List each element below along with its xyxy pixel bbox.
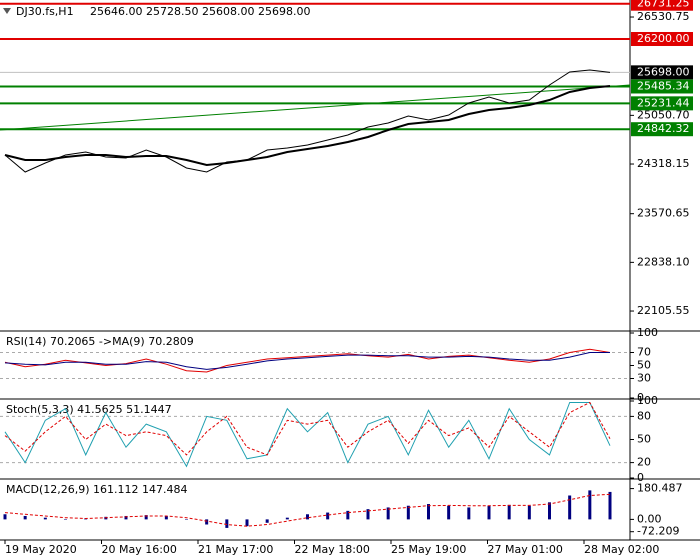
- histogram-bar: [205, 519, 209, 525]
- histogram-bar: [285, 517, 289, 520]
- histogram-bar: [23, 515, 27, 520]
- y-tick-label: 50: [637, 433, 651, 446]
- histogram-bar: [588, 490, 592, 520]
- y-tick-label: 22105.55: [637, 304, 690, 317]
- series-line: [4, 401, 611, 456]
- histogram-bar: [144, 515, 148, 520]
- level-label: 25485.34: [637, 79, 690, 92]
- panel-title: Stoch(5,3,3) 41.5625 51.1447: [6, 403, 172, 416]
- histogram-bar: [245, 519, 249, 527]
- histogram-bar: [548, 502, 551, 520]
- y-tick-label: 80: [637, 409, 651, 422]
- series-line: [4, 493, 611, 527]
- histogram-bar: [185, 519, 188, 520]
- level-label-box: [631, 122, 693, 137]
- x-tick-label: 19 May 2020: [5, 543, 77, 556]
- level-label-box: [631, 79, 693, 94]
- symbol-icon: [3, 8, 11, 14]
- histogram-bar: [366, 509, 370, 520]
- x-tick-label: 25 May 19:00: [391, 543, 466, 556]
- x-tick-label: 28 May 02:00: [584, 543, 659, 556]
- y-tick-label: 25050.70: [637, 108, 690, 121]
- y-tick-label: 0.00: [637, 512, 662, 525]
- histogram-bar: [507, 504, 511, 520]
- histogram-bar: [608, 491, 612, 520]
- y-tick-label: 0: [637, 471, 644, 484]
- level-label-box: [631, 65, 693, 80]
- y-tick-label: 50: [637, 359, 651, 372]
- histogram-bar: [326, 512, 330, 520]
- series-line: [4, 85, 611, 167]
- quote-value: 25608.00: [202, 5, 255, 18]
- histogram-bar: [487, 505, 491, 520]
- histogram-bar: [447, 505, 451, 520]
- level-label: 24842.32: [637, 122, 690, 135]
- panel-title: MACD(12,26,9) 161.112 147.484: [6, 483, 188, 496]
- level-label: 25698.00: [637, 65, 690, 78]
- histogram-bar: [427, 504, 430, 520]
- y-tick-label: 100: [637, 326, 658, 339]
- y-tick-label: 30: [637, 372, 651, 385]
- histogram-bar: [306, 514, 309, 520]
- level-label-box: [631, 96, 693, 111]
- symbol: DJ30.fs,H1: [16, 5, 74, 18]
- histogram-bar: [64, 519, 67, 520]
- y-tick-label: 20: [637, 456, 651, 469]
- y-tick-label: 26530.75: [637, 10, 690, 23]
- histogram-bar: [43, 517, 47, 520]
- series-line: [4, 348, 611, 373]
- trendline: [0, 84, 631, 131]
- x-tick-label: 27 May 01:00: [488, 543, 563, 556]
- histogram-bar: [568, 495, 572, 520]
- panel-title: RSI(14) 70.2065 ->MA(9) 70.2809: [6, 335, 194, 348]
- histogram-bar: [346, 510, 350, 520]
- level-label-box: [631, 0, 693, 11]
- x-tick-label: 21 May 17:00: [198, 543, 273, 556]
- y-tick-label: 22838.10: [637, 255, 690, 268]
- y-tick-label: 0: [637, 391, 644, 404]
- level-label: 25231.44: [637, 96, 690, 109]
- histogram-bar: [265, 519, 269, 523]
- histogram-bar: [467, 507, 471, 520]
- histogram-bar: [3, 514, 7, 520]
- quote-value: 25698.00: [258, 5, 311, 18]
- histogram-bar: [386, 507, 390, 520]
- histogram-bar: [124, 515, 128, 520]
- level-label: 26200.00: [637, 32, 690, 45]
- level-label-box: [631, 31, 693, 46]
- histogram-bar: [225, 519, 229, 528]
- x-tick-label: 20 May 16:00: [102, 543, 177, 556]
- quote-value: 25728.50: [146, 5, 199, 18]
- level-label: 26731.25: [637, 0, 690, 10]
- histogram-bar: [164, 515, 168, 520]
- y-tick-label: -72.209: [637, 525, 679, 538]
- series-line: [4, 402, 611, 468]
- y-tick-label: 100: [637, 394, 658, 407]
- series-line: [4, 352, 610, 370]
- y-tick-label: 180.487: [637, 482, 683, 495]
- quote-value: 25646.00: [90, 5, 143, 18]
- x-tick-label: 22 May 18:00: [295, 543, 370, 556]
- histogram-bar: [406, 505, 410, 520]
- histogram-bar: [527, 505, 531, 520]
- series-line: [4, 69, 611, 173]
- y-tick-label: 24318.15: [637, 157, 690, 170]
- y-tick-label: 23570.65: [637, 207, 690, 220]
- y-tick-label: 70: [637, 346, 651, 359]
